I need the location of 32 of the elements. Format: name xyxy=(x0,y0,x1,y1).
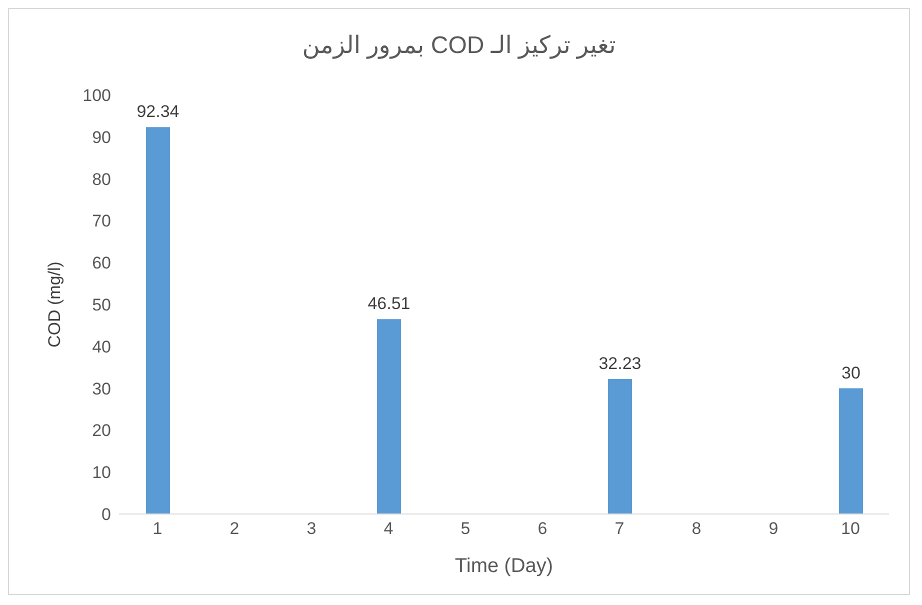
x-tick-label: 10 xyxy=(841,519,860,538)
y-tick-label: 60 xyxy=(92,254,111,273)
y-tick-label: 20 xyxy=(92,421,111,440)
x-tick-label: 2 xyxy=(230,519,240,538)
data-label: 46.51 xyxy=(368,294,410,314)
x-tick-label: 4 xyxy=(384,519,394,538)
bar xyxy=(839,388,863,514)
y-tick-label: 30 xyxy=(92,379,111,398)
bar xyxy=(608,378,632,514)
x-tick-label: 3 xyxy=(306,519,316,538)
y-tick-label: 100 xyxy=(82,86,111,106)
x-tick-label: 8 xyxy=(692,519,702,538)
bar xyxy=(146,127,170,514)
x-tick-label: 9 xyxy=(768,519,778,538)
y-tick-label: 0 xyxy=(102,505,111,524)
x-tick-label: 1 xyxy=(152,519,162,538)
y-tick-label: 40 xyxy=(92,337,111,356)
y-tick-label: 10 xyxy=(92,463,111,482)
x-axis-title: Time (Day) xyxy=(454,555,554,577)
x-tick-label: 6 xyxy=(538,519,548,538)
y-tick-label: 50 xyxy=(92,296,111,315)
y-axis-title: COD (mg/l) xyxy=(45,262,64,348)
data-label: 92.34 xyxy=(136,102,180,122)
chart-title: تغير تركيز الـ COD بمرور الزمن xyxy=(301,31,617,60)
data-label: 32.23 xyxy=(598,354,642,373)
y-tick-label: 90 xyxy=(92,128,111,147)
y-tick-label: 70 xyxy=(92,212,111,231)
x-tick-label: 7 xyxy=(614,519,624,538)
y-tick-label: 80 xyxy=(92,170,111,189)
bar xyxy=(377,319,401,514)
x-tick-label: 5 xyxy=(460,519,470,538)
data-label: 30 xyxy=(842,363,860,382)
